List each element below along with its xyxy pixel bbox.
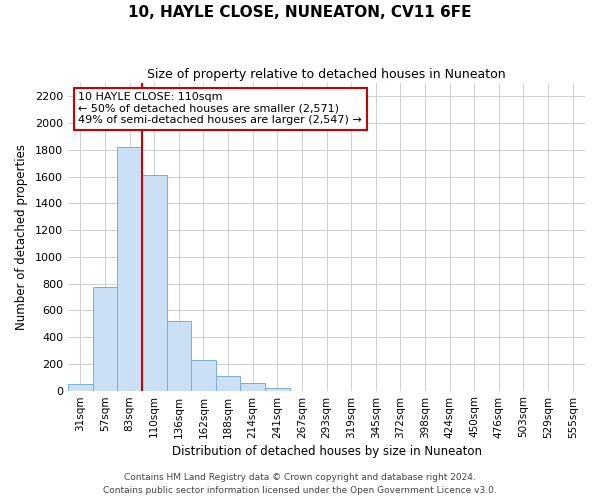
Y-axis label: Number of detached properties: Number of detached properties [15,144,28,330]
X-axis label: Distribution of detached houses by size in Nuneaton: Distribution of detached houses by size … [172,444,482,458]
Text: 10, HAYLE CLOSE, NUNEATON, CV11 6FE: 10, HAYLE CLOSE, NUNEATON, CV11 6FE [128,5,472,20]
Title: Size of property relative to detached houses in Nuneaton: Size of property relative to detached ho… [147,68,506,80]
Bar [117,147,142,390]
Bar [142,174,167,390]
Bar [265,388,290,390]
Text: 10 HAYLE CLOSE: 110sqm
← 50% of detached houses are smaller (2,571)
49% of semi-: 10 HAYLE CLOSE: 110sqm ← 50% of detached… [79,92,362,126]
Bar [167,321,191,390]
Bar [241,383,265,390]
Bar [216,376,241,390]
Bar [92,287,117,391]
Bar [68,384,92,390]
Text: Contains HM Land Registry data © Crown copyright and database right 2024.
Contai: Contains HM Land Registry data © Crown c… [103,474,497,495]
Bar [191,360,216,390]
